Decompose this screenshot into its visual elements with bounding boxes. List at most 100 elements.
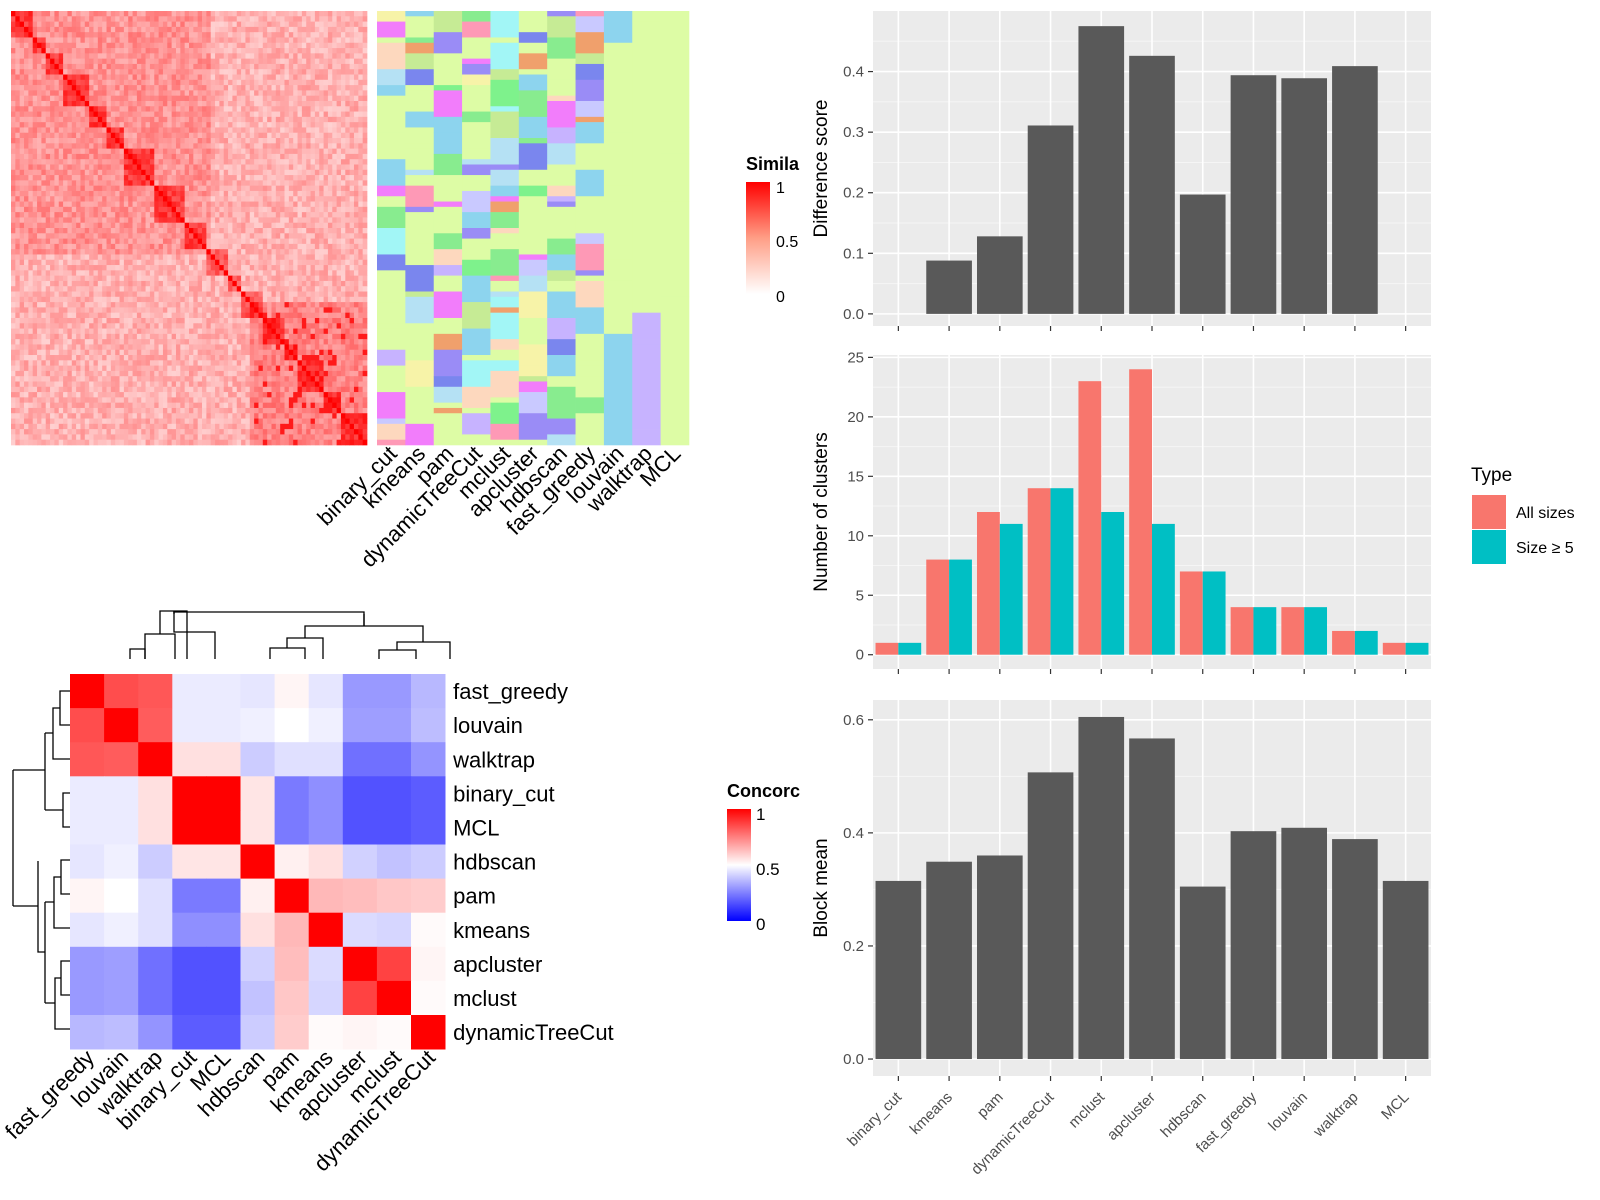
similarity-cell (24, 238, 29, 245)
similarity-cell (119, 265, 125, 271)
similarity-cell (267, 190, 272, 197)
similarity-cell (349, 233, 355, 239)
similarity-cell (106, 58, 112, 65)
similarity-cell (353, 21, 359, 28)
similarity-cell (241, 42, 246, 49)
similarity-cell (89, 291, 94, 298)
similarity-cell (275, 74, 281, 81)
similarity-cell (210, 111, 216, 118)
similarity-cell (123, 32, 129, 38)
similarity-cell (362, 259, 368, 266)
similarity-cell (132, 69, 138, 75)
similarity-cell (149, 323, 155, 329)
similarity-cell (345, 270, 350, 276)
similarity-cell (358, 111, 364, 118)
similarity-cell (262, 302, 268, 308)
similarity-cell (180, 11, 186, 17)
similarity-cell (284, 69, 290, 75)
similarity-cell (32, 254, 38, 261)
similarity-cell (202, 37, 207, 44)
similarity-cell (19, 79, 25, 86)
similarity-cell (145, 228, 151, 234)
similarity-cell (223, 169, 229, 176)
similarity-cell (280, 312, 285, 319)
similarity-cell (141, 233, 146, 239)
similarity-cell (19, 249, 25, 255)
similarity-cell (189, 53, 194, 59)
similarity-cell (41, 296, 47, 303)
similarity-cell (293, 63, 298, 70)
similarity-cell (123, 222, 129, 229)
similarity-cell (210, 95, 216, 102)
similarity-cell (323, 228, 329, 234)
similarity-cell (106, 143, 112, 149)
similarity-cell (63, 138, 68, 144)
similarity-cell (11, 21, 16, 28)
similarity-cell (58, 296, 64, 303)
similarity-cell (37, 196, 42, 202)
similarity-cell (223, 238, 229, 245)
similarity-cell (293, 100, 298, 107)
similarity-cell (162, 291, 168, 298)
similarity-cell (288, 116, 294, 123)
similarity-cell (306, 280, 311, 287)
similarity-cell (93, 32, 99, 38)
similarity-cell (84, 317, 90, 324)
similarity-cell (123, 196, 129, 202)
similarity-cell (223, 53, 229, 59)
similarity-cell (45, 254, 51, 261)
similarity-cell (162, 79, 168, 86)
similarity-cell (284, 127, 290, 134)
similarity-cell (67, 148, 73, 155)
similarity-cell (184, 21, 190, 28)
similarity-cell (54, 254, 60, 261)
similarity-cell (297, 217, 303, 224)
similarity-cell (37, 190, 42, 197)
similarity-cell (11, 106, 16, 112)
similarity-cell (353, 175, 359, 181)
similarity-cell (267, 164, 272, 171)
similarity-cell (340, 16, 346, 22)
similarity-cell (15, 32, 21, 38)
similarity-cell (80, 280, 86, 287)
similarity-cell (258, 16, 264, 22)
similarity-cell (314, 196, 320, 202)
similarity-cell (202, 164, 207, 171)
similarity-cell (310, 238, 316, 245)
similarity-cell (180, 201, 186, 208)
similarity-cell (232, 21, 238, 28)
similarity-cell (306, 37, 311, 44)
similarity-cell (154, 111, 159, 118)
similarity-cell (115, 159, 120, 165)
similarity-cell (332, 323, 337, 329)
similarity-cell (154, 190, 159, 197)
similarity-cell (141, 169, 146, 176)
similarity-cell (115, 153, 120, 160)
similarity-cell (258, 63, 264, 70)
similarity-cell (228, 291, 233, 298)
similarity-cell (89, 270, 94, 276)
similarity-cell (323, 106, 329, 112)
similarity-cell (184, 243, 190, 250)
similarity-cell (258, 296, 264, 303)
similarity-cell (158, 122, 164, 128)
similarity-cell (245, 249, 251, 255)
similarity-cell (336, 26, 342, 33)
similarity-cell (11, 100, 16, 107)
similarity-cell (314, 48, 320, 54)
similarity-cell (89, 185, 94, 192)
similarity-cell (262, 201, 268, 208)
similarity-cell (115, 265, 120, 271)
similarity-cell (11, 280, 16, 287)
similarity-cell (11, 138, 16, 144)
similarity-cell (254, 175, 259, 181)
similarity-cell (136, 180, 142, 187)
similarity-cell (119, 307, 125, 314)
similarity-cell (110, 69, 116, 75)
similarity-cell (67, 259, 73, 266)
similarity-cell (262, 26, 268, 33)
similarity-cell (175, 48, 181, 54)
similarity-cell (210, 169, 216, 176)
similarity-cell (297, 228, 303, 234)
similarity-cell (67, 11, 73, 17)
